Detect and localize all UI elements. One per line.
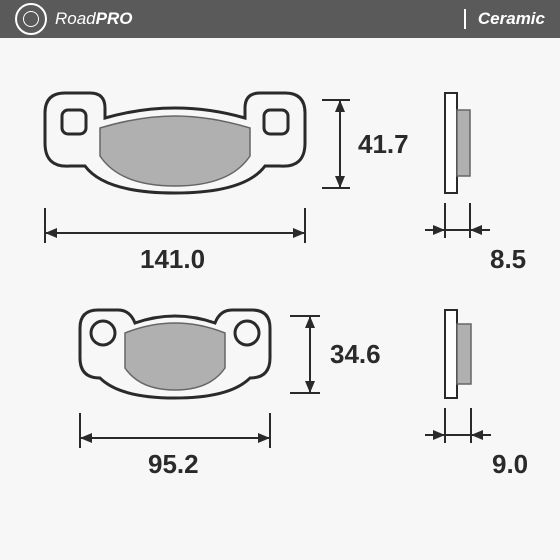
pad-top-side bbox=[445, 93, 470, 193]
header-bar: RoadPRO Ceramic bbox=[0, 0, 560, 38]
dim-bottom-height: 34.6 bbox=[290, 316, 381, 393]
pad-bottom-side bbox=[445, 310, 471, 398]
dim-label-top-width: 141.0 bbox=[140, 244, 205, 274]
dim-bottom-width: 95.2 bbox=[80, 413, 270, 479]
pad-top-front bbox=[45, 93, 305, 193]
brand-prefix: Road bbox=[55, 9, 96, 28]
technical-diagram: 41.7 141.0 8.5 bbox=[0, 38, 560, 560]
dim-top-thickness: 8.5 bbox=[425, 203, 526, 274]
brand-label: RoadPRO bbox=[55, 9, 132, 29]
pad-bottom-front bbox=[80, 310, 270, 398]
material-label: Ceramic bbox=[464, 9, 545, 29]
dim-label-bottom-thickness: 9.0 bbox=[492, 449, 528, 479]
dim-top-height: 41.7 bbox=[322, 100, 409, 188]
logo-area: RoadPRO bbox=[15, 3, 132, 35]
dim-label-top-height: 41.7 bbox=[358, 129, 409, 159]
logo-icon bbox=[15, 3, 47, 35]
dim-bottom-thickness: 9.0 bbox=[425, 408, 528, 479]
dim-label-top-thickness: 8.5 bbox=[490, 244, 526, 274]
dim-label-bottom-width: 95.2 bbox=[148, 449, 199, 479]
brand-suffix: PRO bbox=[96, 9, 133, 28]
dim-top-width: 141.0 bbox=[45, 208, 305, 274]
dim-label-bottom-height: 34.6 bbox=[330, 339, 381, 369]
